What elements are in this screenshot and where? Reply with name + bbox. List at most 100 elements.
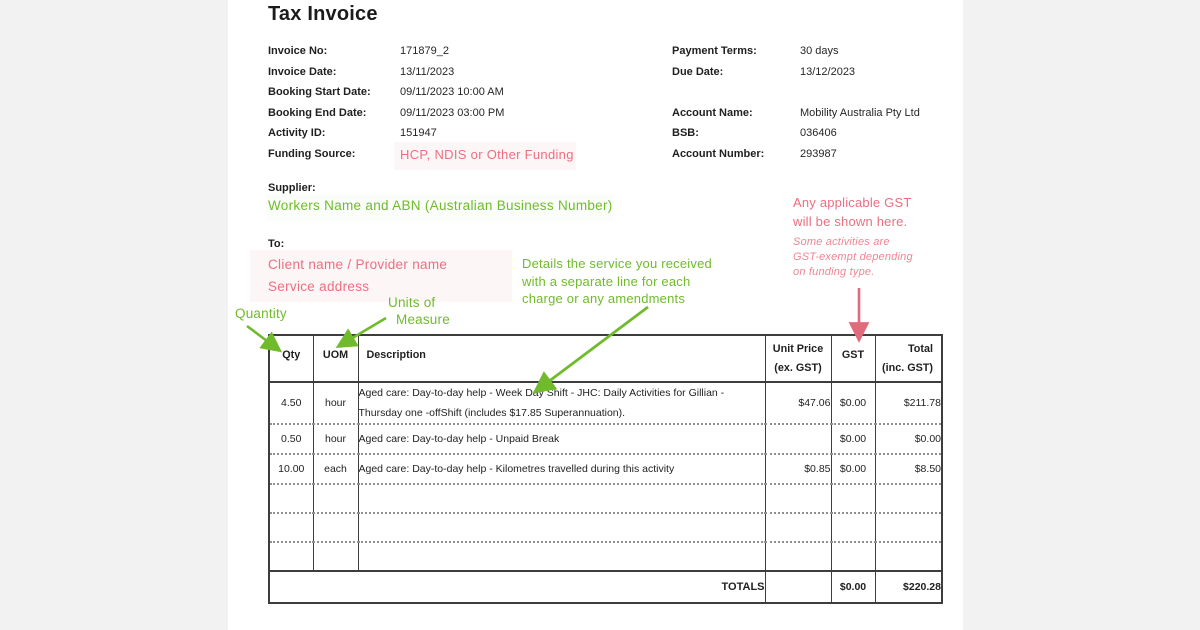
field-row: Funding Source: HCP, NDIS or Other Fundin…: [268, 146, 574, 163]
field-value: 09/11/2023 10:00 AM: [400, 86, 504, 98]
supplier-label: Supplier:: [268, 182, 316, 194]
cell-empty: [764, 484, 832, 513]
annotation-details-line: Details the service you received: [522, 256, 712, 271]
invoice-page: Tax Invoice Invoice No: 171879_2 Invoice D…: [228, 0, 963, 630]
cell-empty: [268, 542, 314, 571]
to-annotation-line1: Client name / Provider name: [268, 257, 448, 272]
field-value: 09/11/2023 03:00 PM: [400, 106, 505, 119]
cell-description: Aged care: Day-to-day help - Unpaid Brea…: [357, 424, 766, 454]
field-value: 151947: [400, 127, 437, 139]
table-row: 10.00 each Aged care: Day-to-day help - Ki…: [268, 454, 943, 484]
field-value: 30 days: [800, 45, 839, 57]
cell-empty: [764, 542, 832, 571]
cell-qty: 4.50: [268, 382, 314, 424]
to-annotation-line2: Service address: [268, 279, 370, 294]
highlight-box: [250, 250, 512, 302]
annotation-uom-line: Units of: [388, 295, 436, 310]
table-empty-row: [268, 484, 943, 513]
field-label: Due Date:: [672, 65, 724, 78]
table-header-row: Qty UOM Description Unit Price (ex. GST) …: [268, 335, 943, 383]
totals-gst: $0.00: [830, 571, 876, 603]
supplier-annotation: Workers Name and ABN (Australian Busines…: [268, 198, 613, 213]
annotation-quantity: Quantity: [235, 306, 287, 321]
field-row: Activity ID: 151947: [268, 127, 437, 139]
annotation-uom-line: Measure: [396, 312, 450, 327]
to-label: To:: [268, 238, 285, 250]
cell-uom: each: [312, 454, 359, 484]
annotation-gst-note-line: on funding type.: [793, 266, 875, 278]
totals-row: TOTALS $0.00 $220.28: [268, 571, 943, 603]
cell-unit-price: $47.06: [764, 382, 832, 424]
cell-empty: [312, 484, 359, 513]
field-label: Funding Source:: [268, 147, 356, 160]
field-label: BSB:: [672, 127, 699, 139]
cell-empty: [874, 542, 943, 571]
annotation-details: Details the service you received with a …: [522, 255, 712, 308]
cell-total: $8.50: [874, 454, 943, 484]
field-row: Booking End Date: 09/11/2023 03:00 PM: [268, 107, 504, 119]
highlight-box: [266, 194, 614, 221]
cell-gst: $0.00: [830, 454, 876, 484]
cell-description: Aged care: Day-to-day help - Kilometres …: [357, 454, 766, 484]
column-header-total: Total (inc. GST): [874, 335, 943, 383]
field-label: Payment Terms:: [672, 45, 757, 57]
cell-qty: 10.00: [268, 454, 314, 484]
field-value: HCP, NDIS or Other Funding: [400, 146, 574, 162]
totals-unit-price: [764, 571, 832, 603]
cell-empty: [830, 542, 876, 571]
highlight-box: [394, 142, 576, 170]
field-row: Invoice Date: 13/11/2023: [268, 66, 454, 78]
field-value: 293987: [800, 147, 837, 160]
field-row: BSB: 036406: [672, 127, 837, 139]
invoice-table: Qty UOM Description Unit Price (ex. GST) …: [268, 334, 943, 604]
field-value: 13/11/2023: [400, 65, 455, 78]
totals-total: $220.28: [874, 571, 943, 603]
cell-description: Aged care: Day-to-day help - Week Day Sh…: [357, 382, 766, 424]
annotation-details-line: charge or any amendments: [522, 291, 686, 306]
field-label: Account Name:: [672, 106, 753, 119]
field-label: Account Number:: [672, 147, 765, 160]
column-header-description: Description: [357, 335, 766, 383]
annotation-gst: Any applicable GST will be shown here. S…: [793, 194, 913, 280]
annotation-gst-note-line: GST-exempt depending: [793, 251, 913, 263]
cell-empty: [874, 513, 943, 542]
table-row: 0.50 hour Aged care: Day-to-day help - Unp…: [268, 424, 943, 454]
column-header-unit-price: Unit Price (ex. GST): [764, 335, 832, 383]
cell-uom: hour: [312, 382, 359, 424]
annotation-uom: Units of Measure: [388, 294, 450, 328]
field-row: Invoice No: 171879_2: [268, 45, 449, 57]
field-value: Mobility Australia Pty Ltd: [800, 106, 920, 119]
table-empty-row: [268, 542, 943, 571]
cell-empty: [874, 484, 943, 513]
cell-qty: 0.50: [268, 424, 314, 454]
column-header-qty: Qty: [268, 335, 314, 383]
page-title: Tax Invoice: [268, 3, 378, 25]
annotation-gst-note-line: Some activities are: [793, 236, 890, 248]
field-label: Booking Start Date:: [268, 86, 371, 98]
cell-empty: [312, 542, 359, 571]
field-label: Booking End Date:: [268, 106, 367, 119]
cell-unit-price: $0.85: [764, 454, 832, 484]
cell-empty: [268, 513, 314, 542]
cell-empty: [830, 484, 876, 513]
field-label: Activity ID:: [268, 127, 326, 139]
column-header-gst: GST: [830, 335, 876, 383]
table-empty-row: [268, 513, 943, 542]
cell-gst: $0.00: [830, 424, 876, 454]
cell-empty: [830, 513, 876, 542]
cell-empty: [357, 542, 766, 571]
cell-empty: [268, 484, 314, 513]
field-row: Due Date: 13/12/2023: [672, 66, 855, 78]
field-label: Invoice Date:: [268, 65, 337, 78]
table-row: 4.50 hour Aged care: Day-to-day help - Wee…: [268, 382, 943, 424]
field-value: 13/12/2023: [800, 65, 856, 78]
annotation-gst-line: Any applicable GST: [793, 195, 912, 210]
field-row: Account Number: 293987: [672, 148, 837, 160]
cell-total: $0.00: [874, 424, 943, 454]
column-header-uom: UOM: [312, 335, 359, 383]
field-value: 171879_2: [400, 45, 449, 57]
cell-gst: $0.00: [830, 382, 876, 424]
cell-uom: hour: [312, 424, 359, 454]
field-row: Payment Terms: 30 days: [672, 45, 839, 57]
